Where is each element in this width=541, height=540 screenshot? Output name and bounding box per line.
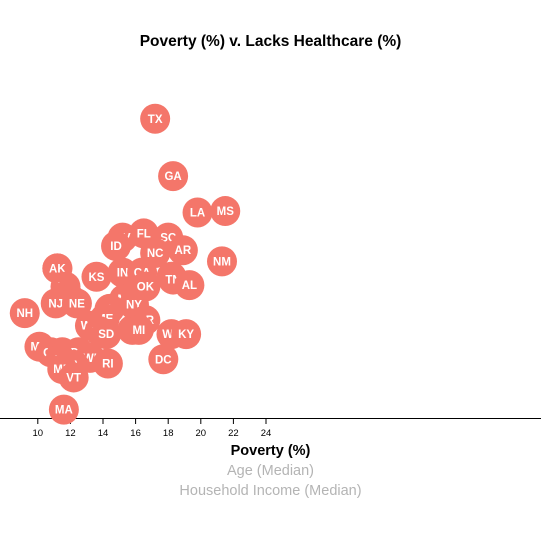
state-point-ky[interactable]: KY (171, 319, 202, 350)
state-label: GA (164, 171, 181, 183)
state-point-ne[interactable]: NE (61, 288, 92, 319)
state-marker[interactable] (206, 246, 237, 277)
state-marker[interactable] (9, 298, 40, 329)
x-tick-label: 14 (98, 428, 109, 439)
state-point-ma[interactable]: MA (48, 394, 79, 425)
state-label: NM (213, 256, 231, 268)
x-tick-label: 10 (33, 428, 44, 439)
state-marker[interactable] (101, 231, 132, 262)
state-label: KS (88, 272, 104, 284)
x-axis-option-age[interactable]: Age (Median) (226, 463, 315, 479)
state-point-nh[interactable]: NH (9, 298, 40, 329)
state-label: NJ (48, 298, 63, 310)
x-tick-label: 16 (130, 428, 141, 439)
state-marker[interactable] (210, 196, 241, 227)
state-point-mi[interactable]: MI (123, 314, 154, 345)
state-label: NE (69, 298, 85, 310)
state-label: AR (175, 245, 192, 257)
state-marker[interactable] (123, 314, 154, 345)
state-point-sd[interactable]: SD (91, 319, 122, 350)
state-label: AL (182, 280, 197, 292)
state-point-nj[interactable]: NJ (40, 288, 71, 319)
state-marker[interactable] (148, 344, 179, 375)
state-label: MA (55, 405, 73, 417)
state-label: NC (147, 248, 164, 260)
state-point-vt[interactable]: VT (58, 362, 89, 393)
state-point-tx[interactable]: TX (140, 103, 171, 134)
state-label: TX (148, 114, 163, 126)
state-point-ms[interactable]: MS (210, 196, 241, 227)
state-label: NH (16, 308, 33, 320)
state-point-dc[interactable]: DC (148, 344, 179, 375)
state-label: RI (102, 358, 114, 370)
state-marker[interactable] (158, 161, 189, 192)
state-marker[interactable] (91, 319, 122, 350)
state-marker[interactable] (81, 261, 112, 292)
x-tick-label: 12 (65, 428, 76, 439)
state-label: DC (155, 354, 172, 366)
state-label: OK (137, 282, 155, 294)
state-marker[interactable] (174, 270, 205, 301)
x-axis-option-income[interactable]: Household Income (Median) (179, 483, 362, 499)
state-point-nm[interactable]: NM (206, 246, 237, 277)
state-point-ar[interactable]: AR (167, 235, 198, 266)
state-marker[interactable] (48, 394, 79, 425)
x-axis: 10 12 14 16 18 20 22 24 (0, 418, 541, 439)
x-tick-label: 18 (163, 428, 174, 439)
state-marker[interactable] (40, 288, 71, 319)
x-tick-label: 22 (228, 428, 239, 439)
data-points: TXGALAMSFLNVSCIDNCARNMWYAKINCAKSAZTNALOK… (9, 103, 241, 425)
chart-title: Poverty (%) v. Lacks Healthcare (%) (139, 33, 402, 50)
state-label: LA (190, 207, 205, 219)
state-point-ga[interactable]: GA (158, 161, 189, 192)
state-point-id[interactable]: ID (101, 231, 132, 262)
state-label: ID (110, 241, 122, 253)
state-marker[interactable] (92, 348, 123, 379)
state-point-ks[interactable]: KS (81, 261, 112, 292)
state-point-ri[interactable]: RI (92, 348, 123, 379)
state-marker[interactable] (167, 235, 198, 266)
x-tick-label: 20 (196, 428, 207, 439)
state-marker[interactable] (171, 319, 202, 350)
x-tick-label: 24 (261, 428, 272, 439)
state-label: SD (98, 329, 114, 341)
state-label: MS (217, 206, 235, 218)
state-label: MI (132, 325, 145, 337)
state-label: FL (137, 228, 151, 240)
state-marker[interactable] (182, 197, 213, 228)
state-marker[interactable] (58, 362, 89, 393)
state-label: IN (117, 268, 129, 280)
state-label: KY (178, 329, 194, 341)
state-label: VT (66, 372, 81, 384)
state-marker[interactable] (140, 103, 171, 134)
state-point-la[interactable]: LA (182, 197, 213, 228)
state-marker[interactable] (61, 288, 92, 319)
state-point-al[interactable]: AL (174, 270, 205, 301)
x-axis-option-poverty[interactable]: Poverty (%) (230, 443, 311, 459)
